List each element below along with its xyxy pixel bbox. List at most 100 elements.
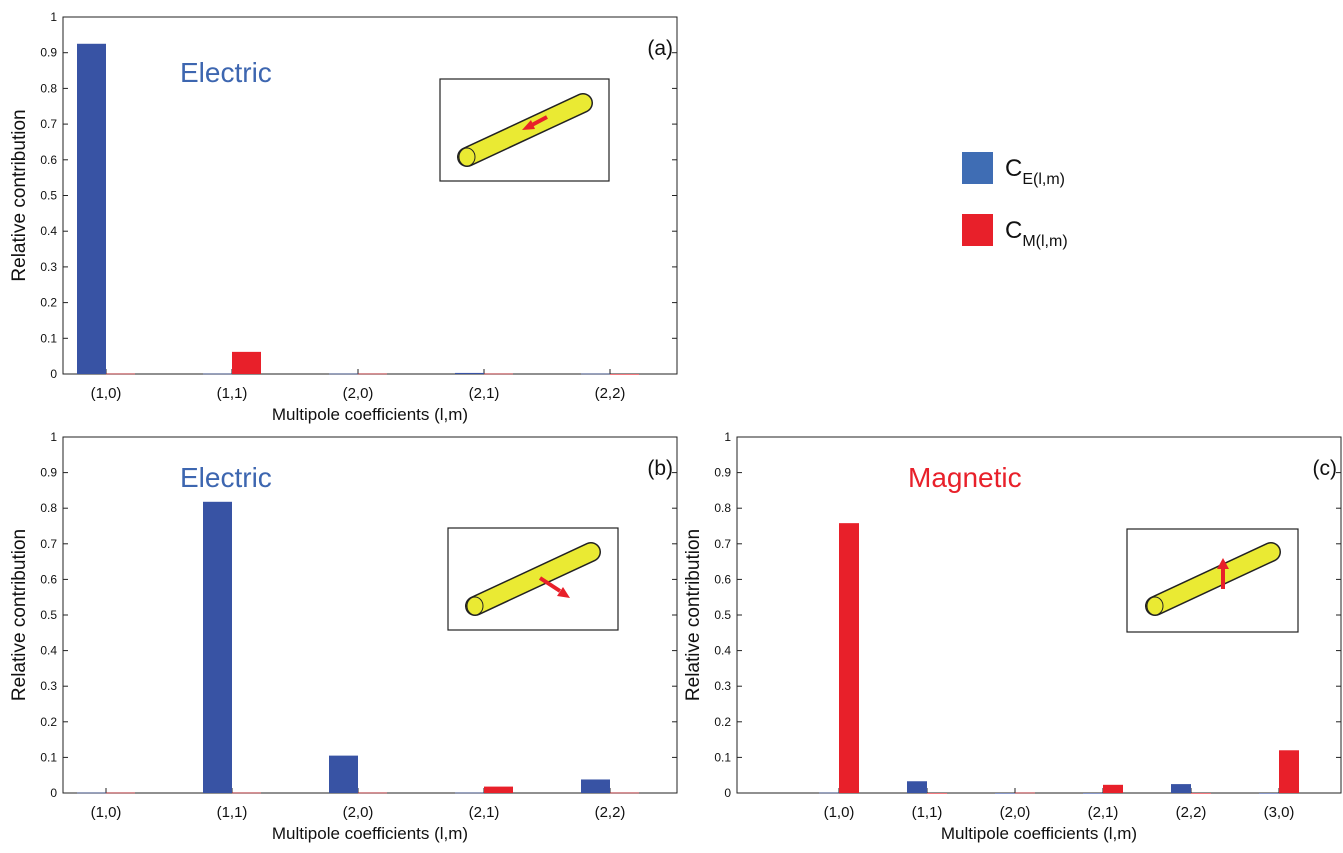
bar — [819, 792, 839, 794]
panel-label: (a) — [647, 37, 673, 60]
y-tick-label: 1 — [724, 430, 731, 444]
y-tick-label: 0.9 — [40, 46, 57, 60]
bar — [358, 792, 387, 794]
y-tick-label: 0 — [50, 786, 57, 800]
legend-label: CE(l,m) — [1005, 155, 1065, 188]
bar — [610, 792, 639, 794]
bar — [329, 373, 358, 375]
x-tick-label: (2,1) — [1088, 804, 1119, 821]
y-tick-label: 1 — [50, 10, 57, 24]
bar — [455, 792, 484, 794]
bar — [1103, 784, 1123, 793]
bar — [1171, 784, 1191, 793]
y-tick-label: 0.1 — [40, 331, 57, 345]
legend-label: CM(l,m) — [1005, 217, 1068, 250]
y-tick-label: 0.3 — [40, 260, 57, 274]
bar — [77, 792, 106, 794]
annotation: Magnetic — [908, 462, 1022, 493]
x-tick-label: (2,0) — [343, 804, 374, 821]
legend-text: C — [1005, 155, 1022, 182]
bar — [484, 373, 513, 375]
bar — [927, 793, 947, 794]
x-tick-label: (1,1) — [912, 804, 943, 821]
x-tick-label: (2,2) — [595, 804, 626, 821]
y-tick-label: 0.2 — [714, 715, 731, 729]
y-tick-label: 0.4 — [40, 644, 57, 658]
x-tick-label: (1,0) — [91, 385, 122, 402]
annotation: Electric — [180, 462, 272, 493]
x-tick-label: (1,1) — [217, 804, 248, 821]
x-tick-label: (2,0) — [343, 385, 374, 402]
legend-swatch — [962, 214, 993, 246]
x-tick-label: (1,1) — [217, 385, 248, 402]
y-tick-label: 0.3 — [40, 679, 57, 693]
bar — [995, 793, 1015, 794]
bar — [610, 374, 639, 375]
bar — [203, 501, 232, 793]
x-tick-label: (1,0) — [824, 804, 855, 821]
y-tick-label: 0.4 — [40, 224, 57, 238]
bar — [1259, 793, 1279, 794]
bar — [1191, 793, 1211, 794]
y-tick-label: 0.9 — [40, 466, 57, 480]
y-tick-label: 0.2 — [40, 715, 57, 729]
y-tick-label: 0.5 — [40, 189, 57, 203]
x-tick-label: (2,1) — [469, 804, 500, 821]
x-axis-label: Multipole coefficients (l,m) — [941, 824, 1137, 843]
bar — [907, 781, 927, 793]
y-tick-label: 0 — [50, 367, 57, 381]
bar — [106, 373, 135, 375]
x-axis-label: Multipole coefficients (l,m) — [272, 405, 468, 424]
inset-b — [447, 527, 619, 631]
panel-label: (b) — [647, 457, 673, 480]
x-tick-label: (3,0) — [1264, 804, 1295, 821]
y-tick-label: 0.7 — [714, 537, 731, 551]
panel-label: (c) — [1313, 457, 1338, 480]
x-tick-label: (2,0) — [1000, 804, 1031, 821]
y-tick-label: 0.1 — [714, 750, 731, 764]
inset-c — [1126, 528, 1299, 633]
bar — [581, 373, 610, 375]
x-axis-label: Multipole coefficients (l,m) — [272, 824, 468, 843]
bar — [484, 786, 513, 793]
y-tick-label: 0.2 — [40, 296, 57, 310]
bar — [232, 792, 261, 794]
y-tick-label: 0.7 — [40, 537, 57, 551]
plot-area — [62, 16, 678, 375]
y-axis-label: Relative contribution — [9, 529, 30, 701]
y-tick-label: 0.7 — [40, 117, 57, 131]
y-tick-label: 1 — [50, 430, 57, 444]
y-tick-label: 0.6 — [40, 572, 57, 586]
bar — [232, 351, 261, 374]
y-tick-label: 0.1 — [40, 750, 57, 764]
bar — [329, 755, 358, 793]
x-tick-label: (2,2) — [595, 385, 626, 402]
x-tick-label: (2,2) — [1176, 804, 1207, 821]
legend-text: C — [1005, 217, 1022, 244]
annotation: Electric — [180, 57, 272, 88]
legend-subscript: E(l,m) — [1022, 171, 1065, 188]
inset-a — [439, 78, 610, 182]
y-tick-label: 0.5 — [714, 608, 731, 622]
bar — [581, 779, 610, 793]
y-axis-label: Relative contribution — [683, 529, 704, 701]
y-tick-label: 0.8 — [40, 81, 57, 95]
y-tick-label: 0.8 — [40, 501, 57, 515]
legend-subscript: M(l,m) — [1022, 233, 1067, 250]
bar — [106, 792, 135, 794]
y-axis-label: Relative contribution — [9, 109, 30, 281]
y-tick-label: 0.6 — [40, 153, 57, 167]
bar — [455, 372, 484, 374]
bar — [839, 523, 859, 793]
y-tick-label: 0.3 — [714, 679, 731, 693]
bar — [1015, 792, 1035, 794]
x-tick-label: (1,0) — [91, 804, 122, 821]
y-tick-label: 0.5 — [40, 608, 57, 622]
x-tick-label: (2,1) — [469, 385, 500, 402]
y-tick-label: 0.6 — [714, 572, 731, 586]
bar — [1083, 793, 1103, 794]
y-tick-label: 0.9 — [714, 466, 731, 480]
bar — [77, 43, 106, 375]
legend-swatch — [962, 152, 993, 184]
